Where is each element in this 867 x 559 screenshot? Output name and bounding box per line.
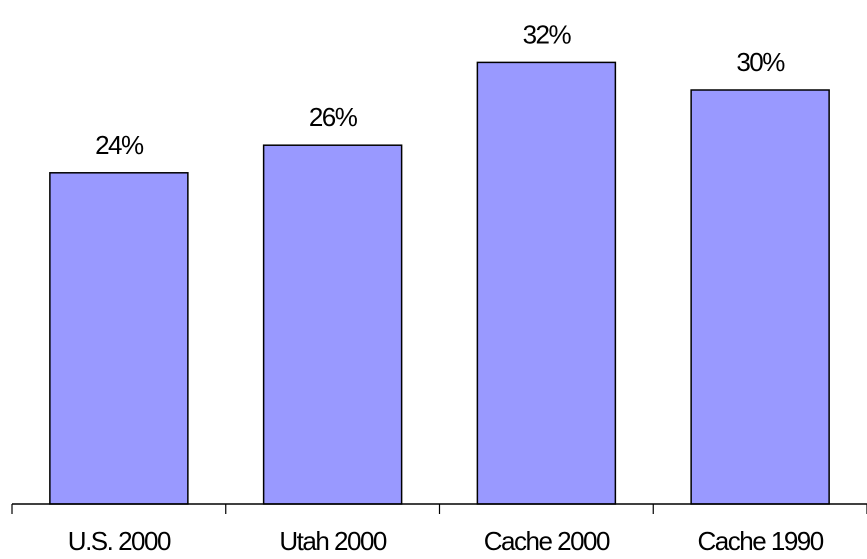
- data-label: 26%: [309, 102, 358, 132]
- bars-group: [49, 61, 830, 505]
- data-label: 24%: [95, 130, 144, 160]
- category-label: Cache 1990: [698, 526, 824, 556]
- x-axis-ticks: [11, 504, 867, 514]
- category-label: Cache 2000: [484, 526, 610, 556]
- category-labels-group: U.S. 2000 Utah 2000 Cache 2000 Cache 1990: [68, 526, 825, 556]
- bar-cache-2000: [476, 61, 617, 505]
- data-label: 30%: [736, 47, 785, 77]
- data-label: 32%: [523, 19, 572, 49]
- bar-cache-1990: [690, 89, 830, 505]
- bar-u-s-2000: [49, 172, 189, 505]
- category-label: U.S. 2000: [68, 526, 171, 556]
- category-label: Utah 2000: [279, 526, 387, 556]
- bar-utah-2000: [262, 144, 403, 505]
- data-labels-group: 24% 26% 32% 30%: [95, 19, 787, 160]
